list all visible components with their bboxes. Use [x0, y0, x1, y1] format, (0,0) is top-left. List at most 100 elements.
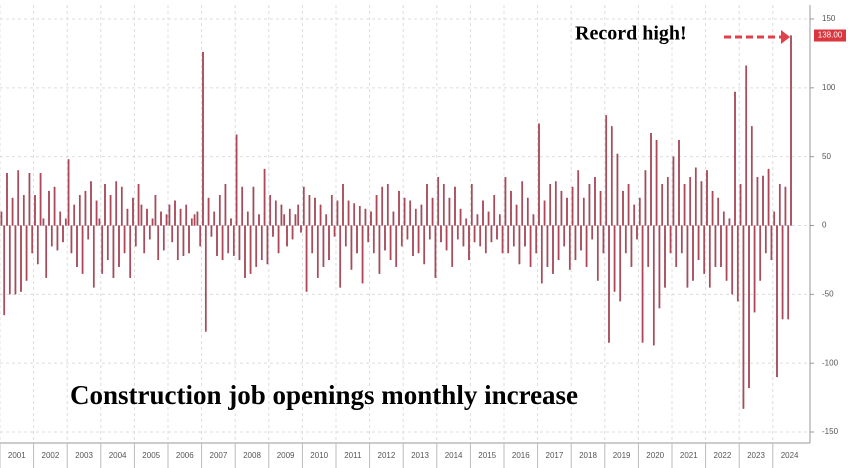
bar: [73, 204, 76, 226]
bar: [580, 225, 582, 251]
bar: [300, 225, 302, 233]
bar: [260, 225, 263, 261]
y-tick-label: -100: [822, 358, 839, 367]
bar: [574, 225, 577, 261]
bar: [535, 225, 538, 254]
bar: [78, 195, 81, 226]
bar: [185, 204, 188, 226]
bar: [515, 204, 518, 226]
bar: [462, 225, 465, 247]
bar: [745, 65, 748, 226]
bar: [409, 200, 412, 226]
x-tick-label: 2018: [579, 451, 597, 460]
bar: [162, 225, 165, 251]
bar: [90, 181, 92, 226]
bar: [739, 184, 742, 226]
bar: [356, 225, 358, 254]
bar: [540, 225, 543, 284]
bar: [568, 225, 571, 270]
bar: [118, 225, 120, 267]
bar: [126, 208, 129, 226]
bar: [358, 206, 361, 226]
bar: [456, 225, 459, 240]
bar: [311, 225, 314, 254]
bar: [34, 195, 36, 226]
bar: [496, 225, 498, 240]
bar: [622, 190, 624, 226]
x-tick-label: 2016: [512, 451, 530, 460]
bar: [770, 225, 773, 261]
bar: [148, 225, 151, 240]
bar: [560, 190, 563, 226]
bar: [67, 159, 70, 226]
bar: [0, 211, 3, 226]
bar: [109, 195, 112, 226]
bar: [50, 225, 53, 247]
bar: [708, 225, 711, 288]
x-tick-label: 2022: [714, 451, 732, 460]
bar: [619, 225, 622, 302]
bar: [20, 225, 22, 292]
bar: [339, 225, 342, 288]
bar: [762, 175, 764, 226]
bar: [487, 211, 490, 226]
bar: [448, 197, 451, 226]
bar: [11, 197, 14, 226]
bar: [616, 153, 619, 226]
bar: [692, 225, 694, 281]
bar: [249, 225, 252, 274]
bar: [776, 225, 778, 378]
bar: [787, 225, 790, 320]
bar: [510, 190, 512, 226]
bar: [602, 225, 605, 254]
y-tick-label: -150: [822, 427, 839, 436]
bar: [759, 225, 762, 281]
bar: [395, 225, 398, 267]
bar: [641, 225, 644, 343]
bar: [563, 225, 566, 247]
bar: [414, 208, 417, 226]
bar: [479, 225, 482, 247]
bar: [661, 184, 664, 226]
bar: [246, 211, 249, 226]
bar: [302, 186, 305, 226]
bar: [725, 225, 728, 281]
bar: [56, 225, 59, 251]
bar: [202, 51, 204, 226]
x-tick-label: 2003: [75, 451, 93, 460]
bar: [168, 204, 171, 226]
bar: [608, 225, 610, 343]
bar: [610, 126, 613, 226]
bar: [476, 214, 479, 226]
bar: [143, 225, 146, 254]
bar: [280, 204, 283, 226]
bar: [459, 208, 462, 226]
bar: [781, 225, 784, 320]
bar: [375, 195, 378, 226]
bar: [434, 225, 437, 278]
bar: [14, 225, 17, 295]
bar: [504, 177, 507, 226]
bar: [636, 225, 638, 240]
bar: [286, 225, 288, 247]
bar: [95, 200, 98, 226]
bar: [221, 225, 224, 261]
bar: [25, 225, 28, 281]
bar: [106, 225, 109, 261]
bar: [490, 225, 493, 243]
bar: [706, 170, 708, 226]
bar: [633, 204, 636, 226]
bar: [482, 200, 484, 226]
bar: [367, 225, 370, 243]
bar: [344, 225, 347, 247]
bar: [132, 197, 134, 226]
bar: [742, 225, 745, 409]
bar: [22, 195, 25, 226]
x-tick-label: 2020: [646, 451, 664, 460]
x-tick-label: 2006: [176, 451, 194, 460]
bar: [140, 204, 143, 226]
bar: [174, 200, 176, 226]
x-tick-label: 2008: [243, 451, 261, 460]
x-tick-label: 2015: [478, 451, 496, 460]
bar: [412, 225, 414, 256]
